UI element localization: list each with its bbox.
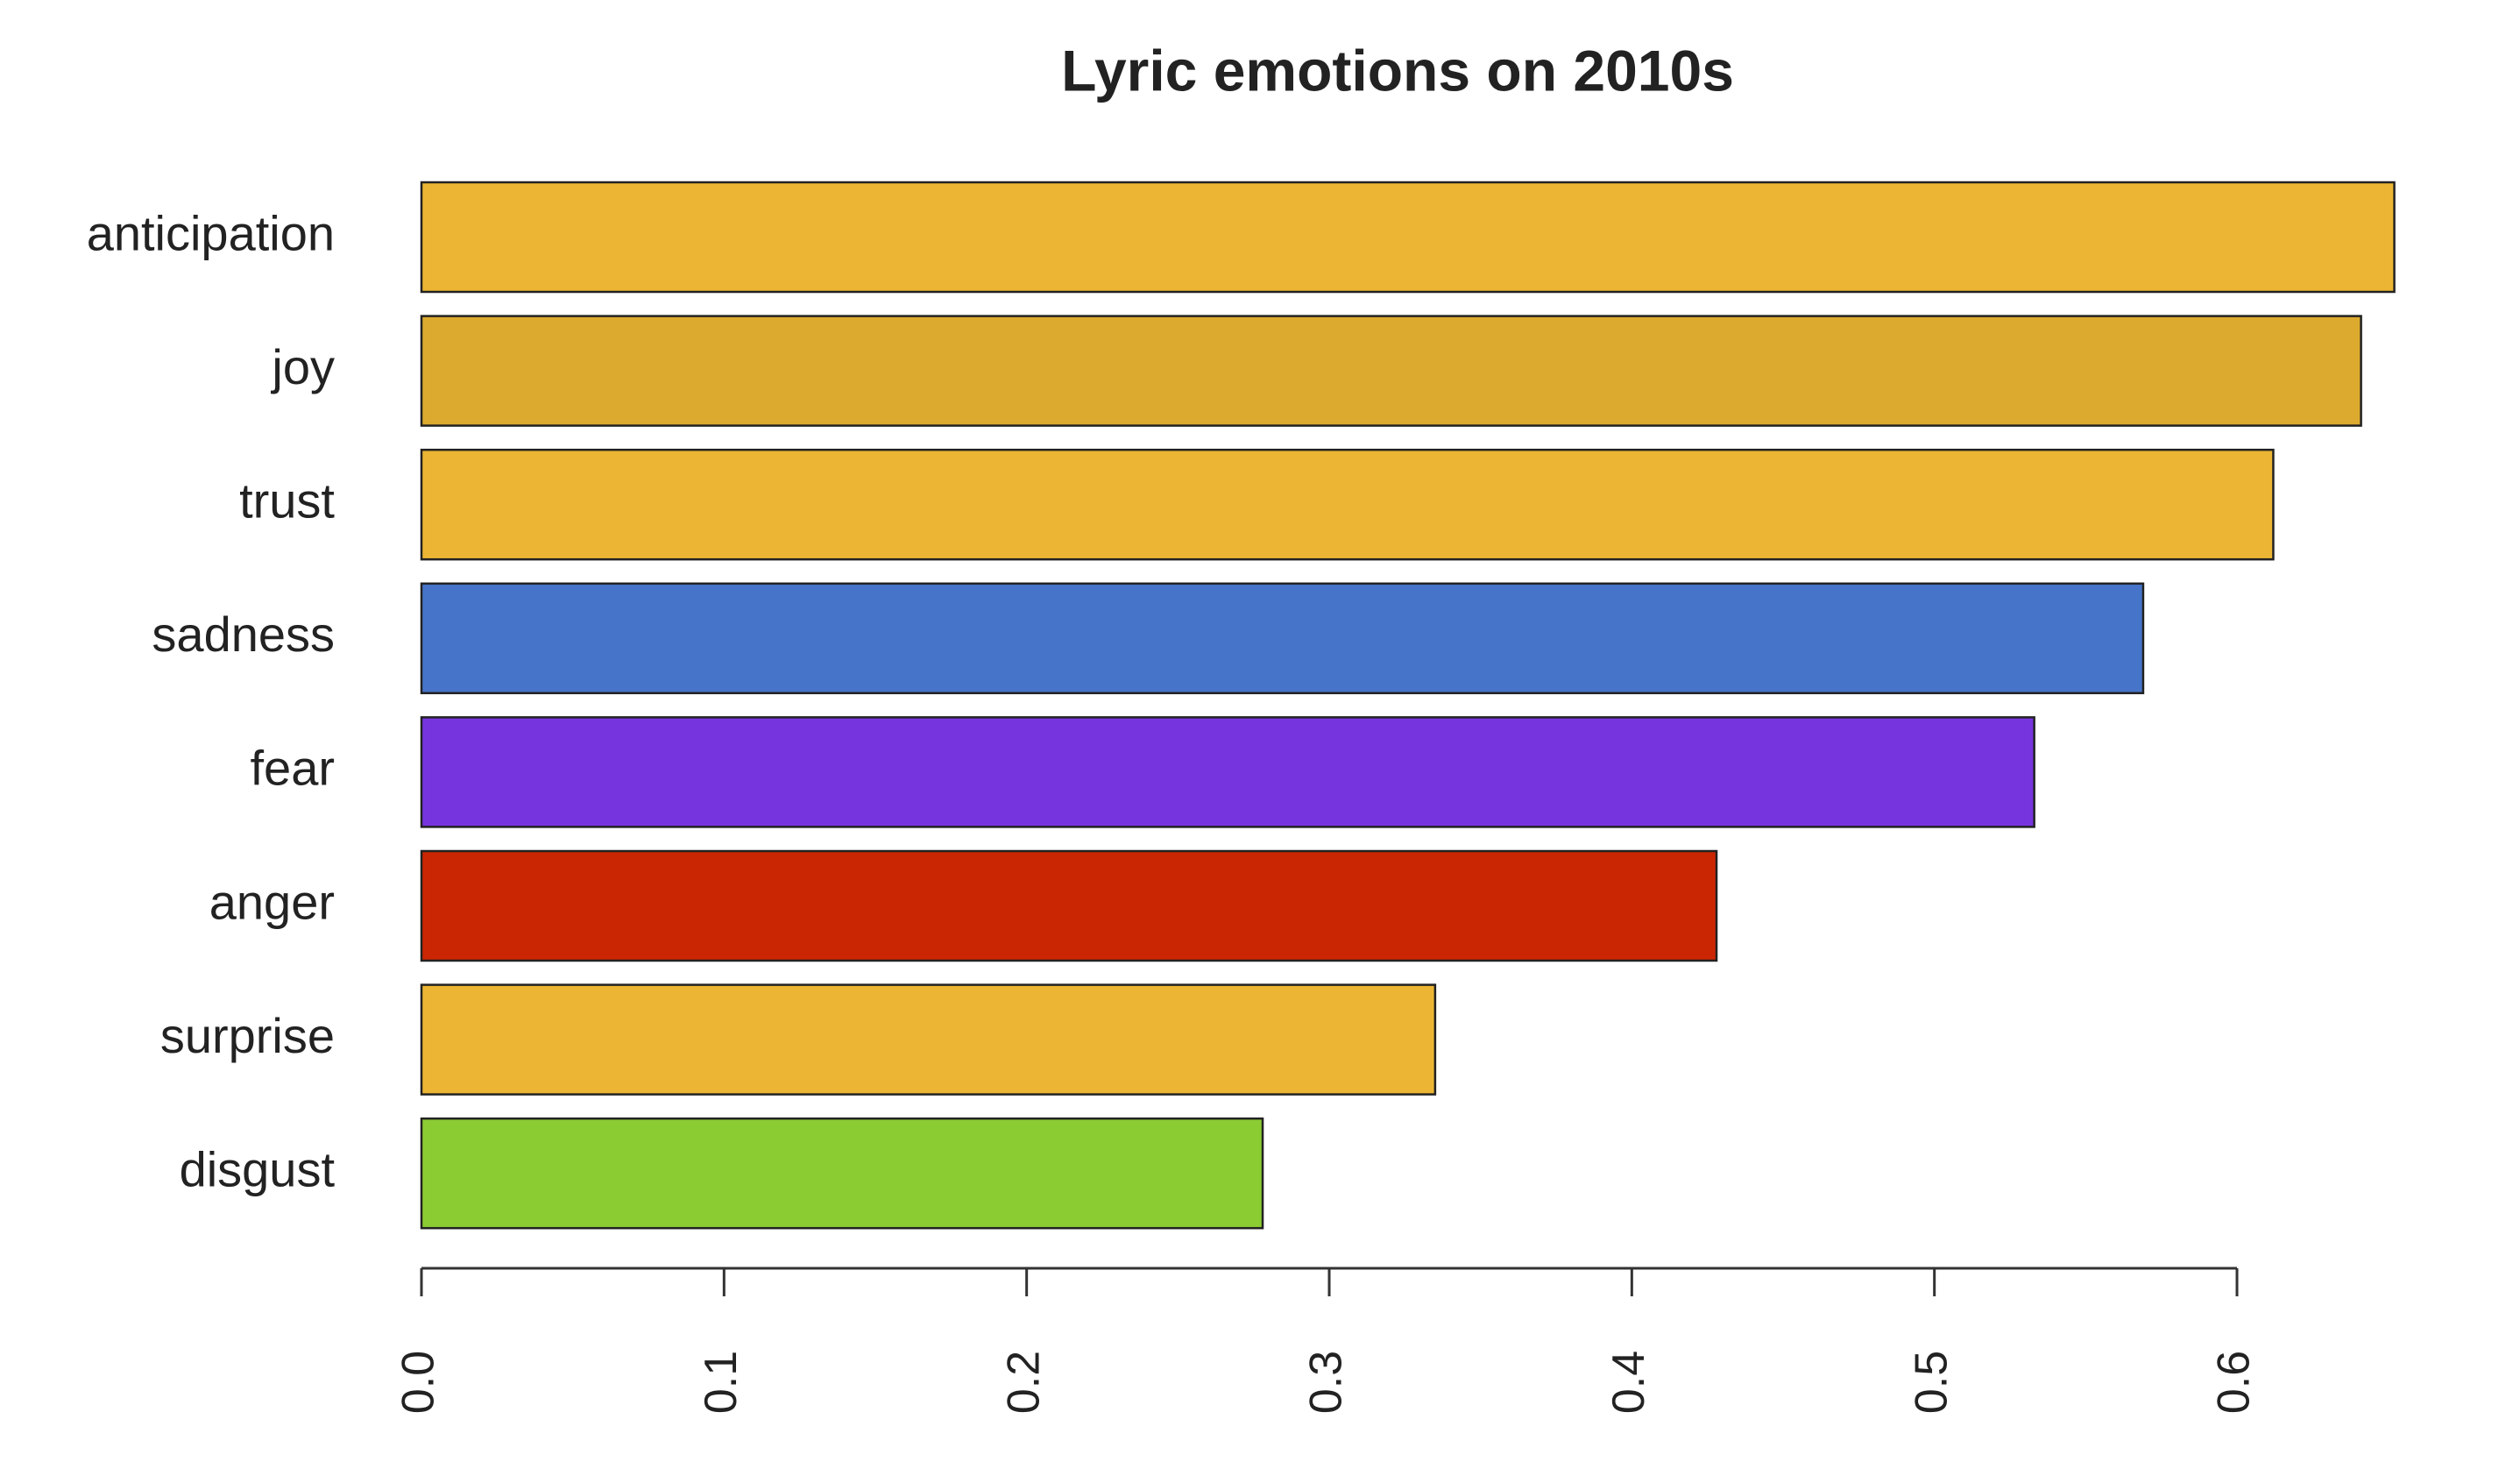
y-tick-label: anger xyxy=(209,874,335,929)
bar xyxy=(420,181,2396,294)
x-tick-label: 0.3 xyxy=(1301,1351,1352,1414)
x-tick-label: 0.5 xyxy=(1906,1351,1957,1414)
chart-title: Lyric emotions on 2010s xyxy=(1061,38,1734,103)
x-tick-label: 0.2 xyxy=(998,1351,1049,1414)
y-tick-label: trust xyxy=(239,472,335,528)
y-tick-label: surprise xyxy=(160,1008,335,1063)
bar xyxy=(420,582,2145,695)
bar xyxy=(420,849,1718,962)
bar xyxy=(420,1117,1264,1230)
bar xyxy=(420,983,1437,1096)
x-tick-label: 0.0 xyxy=(393,1351,444,1414)
x-tick-label: 0.4 xyxy=(1603,1351,1654,1414)
x-tick-label: 0.1 xyxy=(696,1351,747,1414)
y-tick-label: fear xyxy=(251,741,336,796)
bar xyxy=(420,448,2275,561)
bar xyxy=(420,716,2035,828)
y-tick-label: disgust xyxy=(180,1141,336,1196)
y-tick-label: anticipation xyxy=(87,205,335,260)
bar xyxy=(420,315,2362,427)
y-tick-label: sadness xyxy=(152,607,335,662)
y-tick-label: joy xyxy=(270,339,335,394)
x-tick-label: 0.6 xyxy=(2209,1351,2260,1414)
